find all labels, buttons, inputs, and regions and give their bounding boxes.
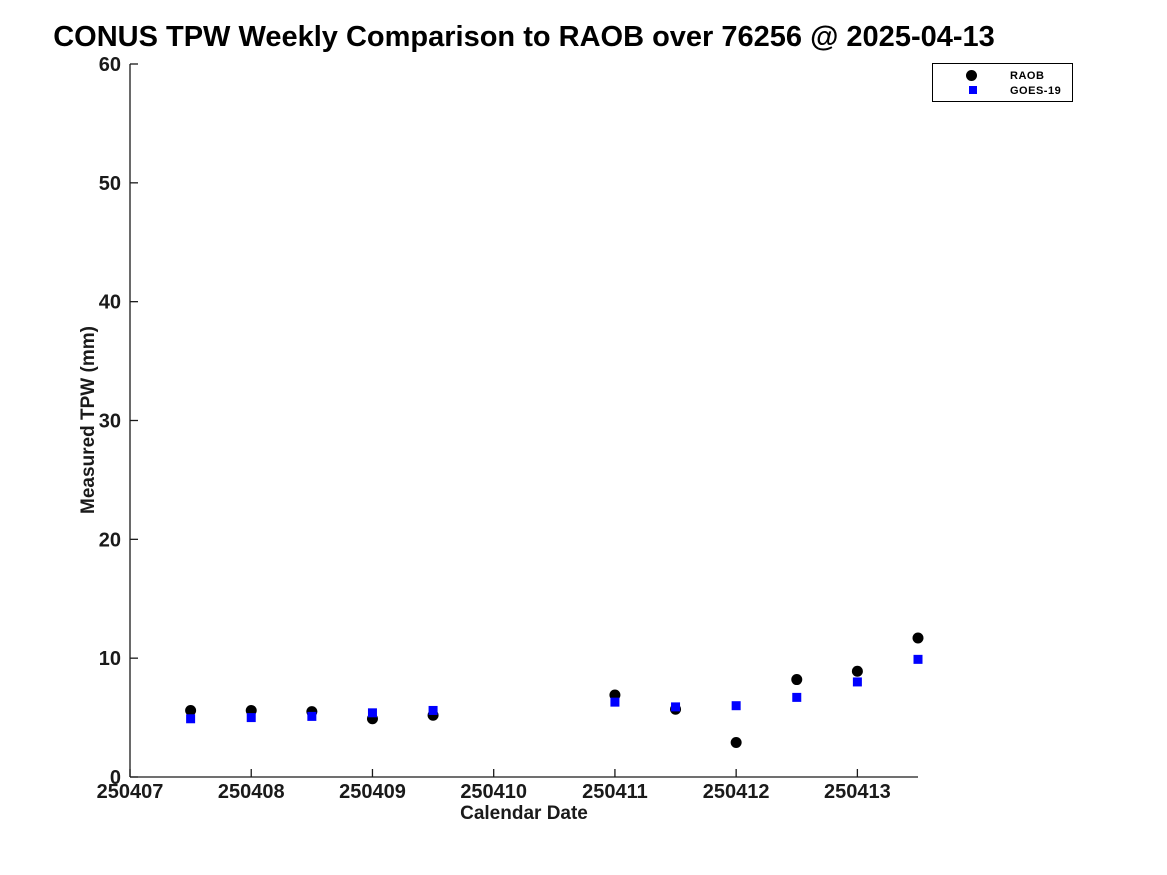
goes19-point bbox=[186, 714, 196, 724]
x-axis-label: Calendar Date bbox=[460, 803, 588, 824]
x-tick-label: 250407 bbox=[97, 781, 164, 803]
raob-circle-marker-icon bbox=[966, 70, 977, 81]
goes19-point bbox=[367, 708, 377, 718]
raob-point bbox=[730, 737, 742, 749]
x-tick-label: 250408 bbox=[218, 781, 285, 803]
y-tick-label: 0 bbox=[110, 767, 121, 789]
x-tick-label: 250413 bbox=[824, 781, 891, 803]
y-tick-label: 20 bbox=[99, 529, 121, 551]
x-tick-label: 250412 bbox=[703, 781, 770, 803]
goes19-point bbox=[671, 702, 681, 712]
goes19-square-marker-icon bbox=[969, 86, 977, 94]
goes19-point bbox=[731, 701, 741, 711]
goes19-point bbox=[307, 711, 317, 721]
y-tick-label: 10 bbox=[99, 648, 121, 670]
goes19-point bbox=[246, 713, 256, 723]
raob-point bbox=[791, 674, 803, 686]
goes19-point bbox=[913, 654, 923, 664]
raob-point bbox=[851, 665, 863, 677]
legend-label-goes19: GOES-19 bbox=[1010, 85, 1062, 97]
chart-title: CONUS TPW Weekly Comparison to RAOB over… bbox=[53, 21, 995, 53]
goes19-point bbox=[610, 697, 620, 707]
x-tick-label: 250411 bbox=[582, 781, 648, 803]
legend-label-raob: RAOB bbox=[1010, 70, 1045, 82]
goes19-point bbox=[792, 692, 802, 702]
goes19-point bbox=[852, 677, 862, 687]
x-tick-label: 250409 bbox=[339, 781, 406, 803]
goes19-point bbox=[428, 705, 438, 715]
x-tick-label: 250410 bbox=[460, 781, 527, 803]
y-tick-label: 40 bbox=[99, 292, 121, 314]
y-tick-label: 60 bbox=[99, 54, 121, 76]
legend: RAOB GOES-19 bbox=[932, 63, 1073, 102]
raob-point bbox=[912, 632, 924, 644]
raob-point bbox=[185, 704, 197, 716]
y-tick-label: 30 bbox=[99, 411, 121, 433]
y-tick-label: 50 bbox=[99, 173, 121, 195]
